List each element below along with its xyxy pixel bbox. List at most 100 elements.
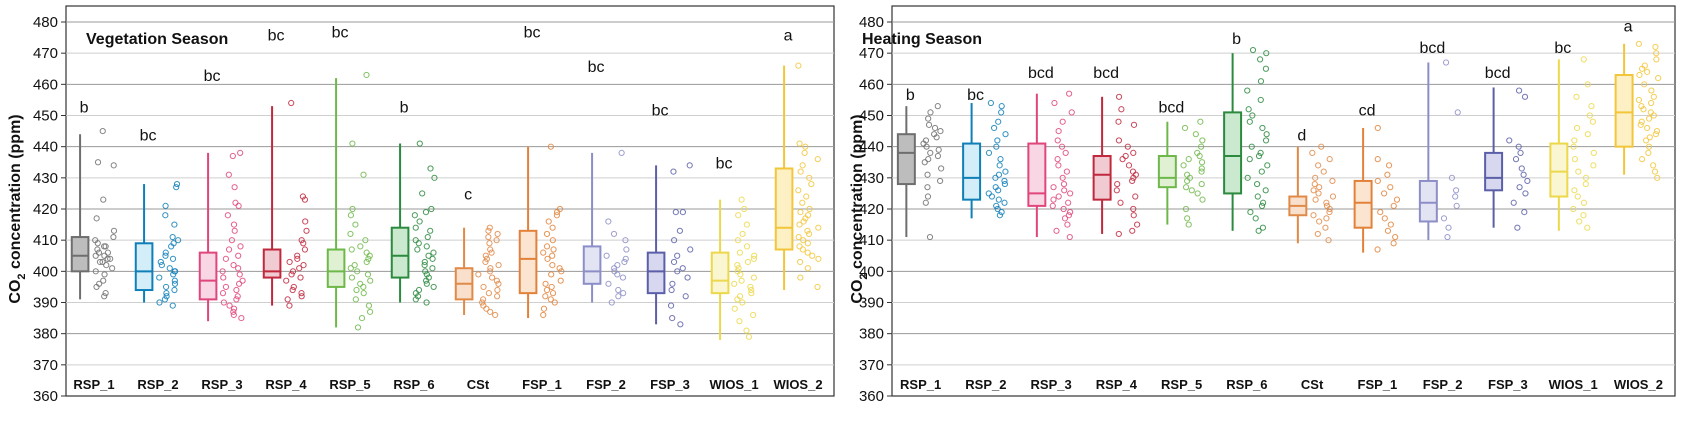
data-point [237, 149, 244, 156]
data-point [354, 268, 361, 275]
data-point [1374, 246, 1381, 253]
data-point [1259, 224, 1267, 231]
data-point [1515, 143, 1522, 150]
data-point [1263, 131, 1270, 138]
data-point [1182, 184, 1190, 191]
data-point [804, 212, 812, 219]
data-point [1637, 121, 1644, 128]
data-point [1199, 196, 1206, 203]
data-point [353, 286, 360, 294]
data-point [802, 143, 809, 150]
chart-title: Heating Season [862, 31, 982, 48]
data-point [611, 265, 618, 272]
data-point [1650, 93, 1657, 100]
data-point [1262, 137, 1270, 144]
data-point [542, 293, 549, 300]
data-point [1506, 137, 1513, 144]
significance-letter: bc [524, 25, 541, 42]
data-point [985, 190, 992, 197]
data-point [423, 299, 430, 306]
data-point [1130, 149, 1137, 156]
data-point [1257, 78, 1265, 85]
data-point [412, 237, 419, 244]
data-point [1114, 180, 1121, 188]
x-category-label: WIOS_2 [773, 377, 822, 392]
data-point [1113, 187, 1120, 194]
data-point [734, 262, 741, 269]
data-point [1253, 180, 1261, 188]
data-point [934, 103, 941, 110]
data-point [747, 283, 754, 291]
data-point [1124, 143, 1131, 150]
data-point [921, 159, 928, 166]
data-point [679, 265, 686, 272]
data-point [163, 290, 170, 297]
data-point [1570, 205, 1577, 213]
data-point [173, 180, 181, 188]
data-point [806, 174, 813, 181]
data-point [1590, 149, 1597, 156]
data-point [1065, 199, 1072, 206]
data-point [543, 230, 551, 238]
y-tick-label: 430 [859, 170, 884, 187]
data-point [1181, 124, 1189, 132]
data-point [479, 299, 486, 306]
data-point [1246, 156, 1253, 163]
data-point [411, 212, 418, 219]
data-point [303, 227, 310, 234]
data-point [1050, 184, 1057, 191]
data-point [1198, 165, 1205, 172]
data-point [1645, 149, 1652, 156]
data-point [488, 249, 495, 256]
x-category-label: WIOS_1 [709, 377, 758, 392]
data-point [1063, 168, 1070, 175]
data-point [480, 302, 487, 309]
data-point [1255, 152, 1263, 160]
data-point [815, 255, 822, 262]
significance-letter: bc [204, 68, 221, 85]
data-point [997, 156, 1004, 163]
data-point [674, 268, 681, 275]
data-point [1244, 174, 1251, 181]
data-point [358, 314, 366, 322]
box-group-fsp-3: bcd FSP_3 [1484, 65, 1531, 392]
data-point [1322, 224, 1329, 231]
y-axis-label: CO2 concentration (ppm) [849, 114, 870, 303]
x-category-label: RSP_1 [900, 377, 941, 392]
data-point [1588, 103, 1595, 110]
data-point [235, 265, 242, 272]
data-point [1060, 180, 1068, 188]
data-point [296, 265, 303, 272]
data-point [996, 162, 1003, 169]
data-point [796, 221, 803, 228]
data-point [163, 293, 170, 300]
data-point [1512, 156, 1520, 163]
data-point [669, 280, 676, 287]
x-category-label: CSt [1301, 377, 1324, 392]
data-point [1645, 143, 1653, 150]
data-point [540, 311, 547, 319]
box-group-rsp-4: bc RSP_4 [262, 28, 310, 392]
y-tick-label: 390 [859, 295, 884, 312]
data-point [431, 174, 438, 181]
data-point [801, 149, 808, 156]
box [962, 142, 982, 201]
x-category-label: FSP_1 [1358, 377, 1398, 392]
data-point [1257, 96, 1264, 104]
data-point [220, 274, 227, 281]
data-point [1066, 90, 1073, 97]
data-point [542, 280, 549, 287]
data-point [924, 193, 932, 200]
data-point [738, 277, 745, 284]
data-point [800, 218, 807, 225]
data-point [1320, 168, 1327, 175]
significance-letter: bc [967, 87, 984, 104]
data-point [487, 308, 494, 315]
data-point [226, 302, 233, 309]
data-point [558, 268, 565, 275]
data-point [1130, 205, 1137, 213]
data-point [1510, 199, 1517, 206]
data-point [421, 262, 428, 269]
data-point [486, 268, 494, 275]
data-point [414, 246, 421, 253]
